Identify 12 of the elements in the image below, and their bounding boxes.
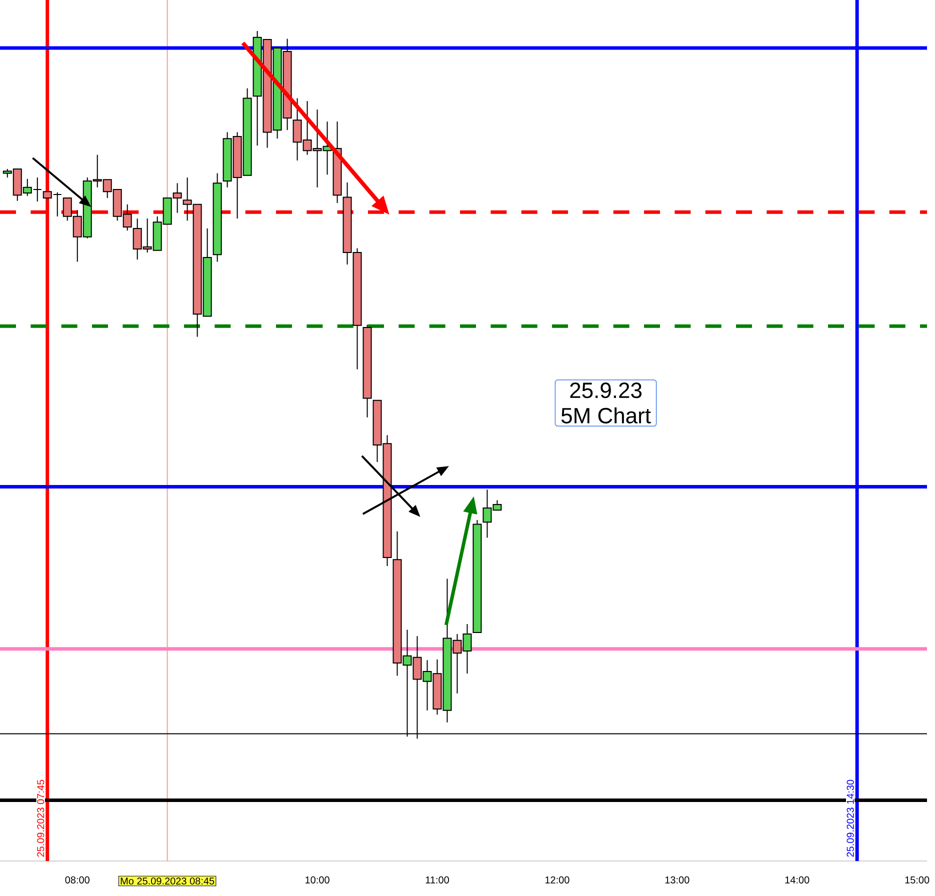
x-tick-label: 15:00 <box>905 876 930 884</box>
x-tick-label: 12:00 <box>545 876 570 884</box>
annotation: 25.9.23 <box>570 382 642 398</box>
x-tick-label: 13:00 <box>665 876 690 884</box>
x-tick-label: 11:00 <box>426 876 449 884</box>
x-tick-label: 08:00 <box>65 876 90 884</box>
x-tick-label: 14:00 <box>785 876 810 884</box>
text: 25.09.2023 07:45 <box>37 780 44 857</box>
text: Mo 25.09.2023 08:45 <box>120 877 214 885</box>
x-tick-label: 10:00 <box>306 876 330 884</box>
text: 25.09.2023 14:30 <box>846 780 854 857</box>
annotation: 5M Chart <box>561 407 651 424</box>
